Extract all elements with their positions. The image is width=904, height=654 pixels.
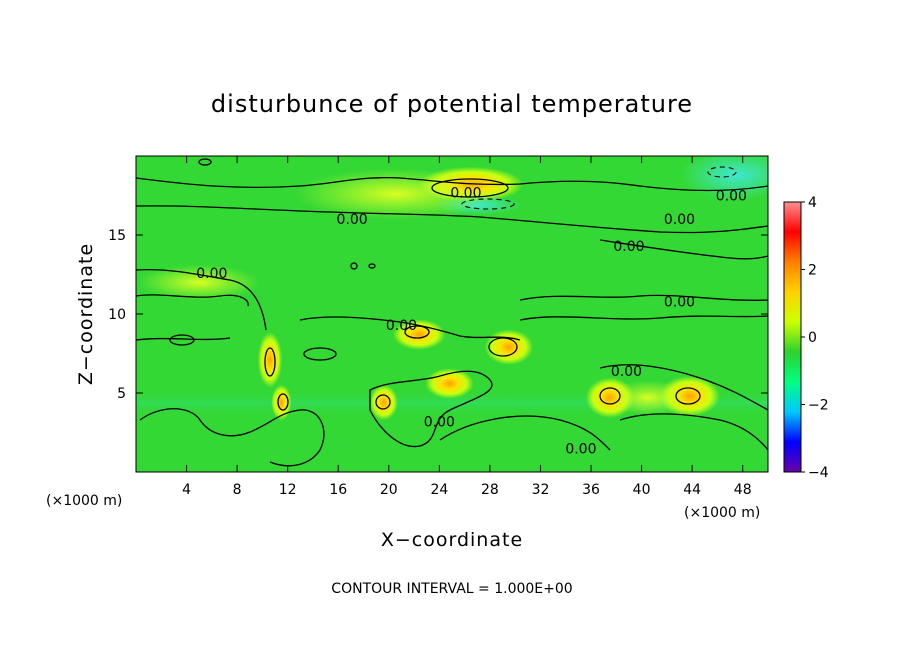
contour-line xyxy=(599,387,621,405)
x-tick-label: 4 xyxy=(182,482,191,498)
warm-anomaly xyxy=(392,319,446,350)
negative-contour-line xyxy=(461,198,515,210)
x-tick-label: 40 xyxy=(633,482,651,498)
y-tick-label: 10 xyxy=(108,307,126,323)
negative-contour-lines xyxy=(461,166,737,210)
contour-label: 0.00 xyxy=(386,318,417,334)
plot-field: 0.00 0.00 0.00 0.00 0.00 0.00 0.00 0.00 0.00 0.00… xyxy=(136,156,768,472)
contour-line xyxy=(488,337,518,357)
contour-line xyxy=(369,370,493,448)
colorbar-ticks: 4 2 0 −2 −4 xyxy=(801,195,829,481)
contour-line xyxy=(350,262,358,270)
x-unit-label: (×1000 m) xyxy=(684,505,760,521)
contour-label: 0.00 xyxy=(611,364,642,380)
x-axis-label: X−coordinate xyxy=(381,529,523,551)
colorbar-tick-label: 4 xyxy=(808,195,817,211)
x-tick-label: 12 xyxy=(279,482,297,498)
x-tick-label: 16 xyxy=(329,482,347,498)
contour-line xyxy=(519,294,768,301)
contour-line xyxy=(139,408,325,467)
contour-line xyxy=(136,205,768,234)
contour-lines xyxy=(136,158,768,467)
warm-anomaly xyxy=(257,332,283,388)
colorbar-tick-label: 0 xyxy=(808,330,817,346)
colorbar xyxy=(783,201,802,473)
warm-anomaly xyxy=(369,384,398,421)
contour-line xyxy=(136,177,768,192)
warm-anomaly xyxy=(138,264,260,301)
warm-anomaly xyxy=(607,380,689,416)
x-tick-label: 32 xyxy=(532,482,550,498)
x-tick-label: 36 xyxy=(582,482,600,498)
contour-line xyxy=(439,415,611,451)
contour-label: 0.00 xyxy=(424,414,455,430)
contour-label: 0.00 xyxy=(716,189,747,205)
contour-line xyxy=(198,158,212,166)
contour-line xyxy=(368,263,376,269)
contour-interval-note: CONTOUR INTERVAL = 1.000E+00 xyxy=(331,581,572,597)
contour-line xyxy=(136,294,249,307)
y-tick-label: 5 xyxy=(117,386,126,402)
contour-line xyxy=(136,337,231,341)
contour-line xyxy=(299,316,521,341)
contour-line xyxy=(619,413,768,451)
z-unit-label: (×1000 m) xyxy=(46,493,122,509)
contour-label: 0.00 xyxy=(664,212,695,228)
contour-line xyxy=(519,315,768,321)
colorbar-tick-label: 2 xyxy=(808,263,817,279)
y-axis-label: Z−coordinate xyxy=(75,243,97,385)
contour-line xyxy=(404,325,430,339)
warm-anomaly xyxy=(271,384,292,421)
contour-line xyxy=(675,387,701,405)
contour-label-layer: 0.00 0.00 0.00 0.00 0.00 0.00 0.00 0.00 0.00 0.00… xyxy=(196,185,747,457)
contour-line xyxy=(303,347,337,361)
contour-line xyxy=(375,394,391,410)
warm-anomaly xyxy=(425,368,474,399)
x-tick-label: 44 xyxy=(683,482,701,498)
contour-label: 0.00 xyxy=(196,266,227,282)
contour-line xyxy=(431,178,509,198)
contour-label: 0.00 xyxy=(337,212,368,228)
y-tick-label: 15 xyxy=(108,228,126,244)
contour-line xyxy=(136,269,267,331)
x-tick-label: 24 xyxy=(430,482,448,498)
x-tick-label: 8 xyxy=(233,482,242,498)
x-tick-label: 28 xyxy=(481,482,499,498)
contour-line xyxy=(599,364,768,411)
feature-layer xyxy=(138,156,768,421)
x-tick-label: 20 xyxy=(380,482,398,498)
chart-title: disturbunce of potential temperature xyxy=(211,90,693,118)
contour-line xyxy=(264,347,276,377)
colorbar-tick-label: −2 xyxy=(808,398,829,414)
negative-contour-line xyxy=(707,166,737,178)
x-tick-label: 48 xyxy=(734,482,752,498)
contour-label: 0.00 xyxy=(664,294,695,310)
contour-label: 0.00 xyxy=(613,239,644,255)
contour-label: 0.00 xyxy=(450,185,481,201)
contour-line xyxy=(277,393,289,411)
contour-line xyxy=(599,239,768,260)
warm-anomaly xyxy=(484,329,534,365)
colorbar-tick-label: −4 xyxy=(808,465,829,481)
contour-label: 0.00 xyxy=(565,441,596,457)
contour-line xyxy=(169,334,195,346)
